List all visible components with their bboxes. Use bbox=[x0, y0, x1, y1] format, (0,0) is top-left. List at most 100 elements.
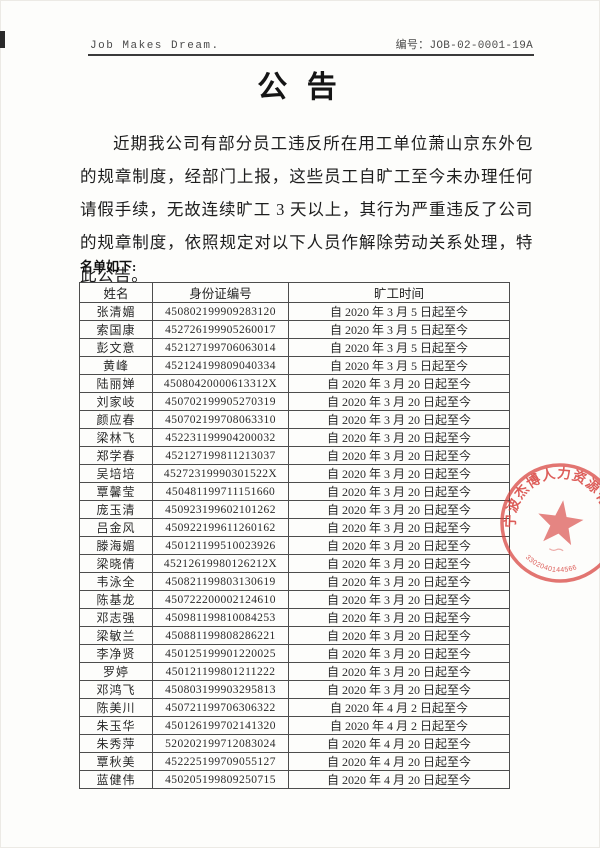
id-cell: 450481199711151660 bbox=[152, 482, 289, 501]
table-row: 李净贤 450125199901220025 自 2020 年 3 月 20 日起至… bbox=[79, 644, 510, 663]
table-row: 韦泳全 450821199803130619 自 2020 年 3 月 20 日起至… bbox=[79, 572, 510, 591]
table-row: 庞玉清 450923199602101262 自 2020 年 3 月 20 日起至… bbox=[79, 500, 510, 519]
time-cell: 自 2020 年 3 月 20 日起至今 bbox=[288, 608, 510, 627]
table-row: 陆丽婵 45080420000613312X 自 2020 年 3 月 20 日起至… bbox=[79, 374, 510, 393]
name-cell: 朱秀萍 bbox=[79, 734, 153, 753]
page-header: Job Makes Dream. 编号：JOB-02-0001-19A bbox=[90, 36, 533, 52]
time-cell: 自 2020 年 4 月 20 日起至今 bbox=[288, 734, 510, 753]
header-divider bbox=[88, 54, 534, 56]
time-cell: 自 2020 年 3 月 20 日起至今 bbox=[288, 644, 510, 663]
id-cell: 450881199808286221 bbox=[152, 626, 289, 645]
id-cell: 450121199510023926 bbox=[152, 536, 289, 555]
time-cell: 自 2020 年 3 月 20 日起至今 bbox=[288, 482, 510, 501]
table-row: 郑学春 452127199811213037 自 2020 年 3 月 20 日起至… bbox=[79, 446, 510, 465]
name-cell: 梁晓倩 bbox=[79, 554, 153, 573]
name-cell: 邓志强 bbox=[79, 608, 153, 627]
id-cell: 452124199809040334 bbox=[152, 356, 289, 375]
seal-star bbox=[538, 500, 584, 546]
table-row: 张清媚 450802199909283120 自 2020 年 3 月 5 日起至今 bbox=[79, 302, 510, 321]
name-cell: 彭文意 bbox=[79, 338, 153, 357]
id-cell: 450702199708063310 bbox=[152, 410, 289, 429]
scan-artifact bbox=[0, 31, 5, 48]
time-cell: 自 2020 年 3 月 20 日起至今 bbox=[288, 590, 510, 609]
id-cell: 450721199706306322 bbox=[152, 698, 289, 717]
table-row: 覃馨莹 450481199711151660 自 2020 年 3 月 20 日起至… bbox=[79, 482, 510, 501]
time-cell: 自 2020 年 3 月 20 日起至今 bbox=[288, 518, 510, 537]
name-cell: 吴培培 bbox=[79, 464, 153, 483]
time-cell: 自 2020 年 4 月 20 日起至今 bbox=[288, 752, 510, 771]
name-cell: 陈基龙 bbox=[79, 590, 153, 609]
id-cell: 450205199809250715 bbox=[152, 770, 289, 789]
header-slogan: Job Makes Dream. bbox=[90, 40, 220, 52]
name-cell: 罗婷 bbox=[79, 662, 153, 681]
time-cell: 自 2020 年 3 月 20 日起至今 bbox=[288, 392, 510, 411]
id-cell: 452127199706063014 bbox=[152, 338, 289, 357]
seal-ring bbox=[500, 463, 600, 583]
table-row: 吕金风 450922199611260162 自 2020 年 3 月 20 日起至… bbox=[79, 518, 510, 537]
id-cell: 450922199611260162 bbox=[152, 518, 289, 537]
id-cell: 450125199901220025 bbox=[152, 644, 289, 663]
roster-table-body: 张清媚 450802199909283120 自 2020 年 3 月 5 日起至今… bbox=[79, 302, 510, 789]
time-cell: 自 2020 年 3 月 20 日起至今 bbox=[288, 680, 510, 699]
table-row: 邓鸿飞 450803199903295813 自 2020 年 3 月 20 日起至… bbox=[79, 680, 510, 699]
name-cell: 庞玉清 bbox=[79, 500, 153, 519]
header-doc-number: 编号：JOB-02-0001-19A bbox=[395, 40, 533, 52]
time-cell: 自 2020 年 3 月 20 日起至今 bbox=[288, 536, 510, 555]
time-cell: 自 2020 年 3 月 20 日起至今 bbox=[288, 662, 510, 681]
time-cell: 自 2020 年 3 月 20 日起至今 bbox=[288, 626, 510, 645]
table-row: 梁林飞 452231199904200032 自 2020 年 3 月 20 日起至… bbox=[79, 428, 510, 447]
id-cell: 452231199904200032 bbox=[152, 428, 289, 447]
table-row: 陈基龙 450722200002124610 自 2020 年 3 月 20 日起至… bbox=[79, 590, 510, 609]
seal-number-text: 3302040144566 bbox=[523, 553, 580, 576]
svg-text:3302040144566: 3302040144566 bbox=[523, 553, 580, 576]
time-cell: 自 2020 年 3 月 20 日起至今 bbox=[288, 374, 510, 393]
column-header-time: 旷工时间 bbox=[288, 282, 510, 303]
id-cell: 452225199709055127 bbox=[152, 752, 289, 771]
table-row: 吴培培 45272319990301522X 自 2020 年 3 月 20 日起至… bbox=[79, 464, 510, 483]
id-cell: 450803199903295813 bbox=[152, 680, 289, 699]
table-row: 朱玉华 450126199702141320 自 2020 年 4 月 2 日起至今 bbox=[79, 716, 510, 735]
name-cell: 韦泳全 bbox=[79, 572, 153, 591]
column-header-id: 身份证编号 bbox=[152, 282, 289, 303]
table-row: 梁晓倩 45212619980126212X 自 2020 年 3 月 20 日起至… bbox=[79, 554, 510, 573]
time-cell: 自 2020 年 3 月 5 日起至今 bbox=[288, 320, 510, 339]
time-cell: 自 2020 年 4 月 2 日起至今 bbox=[288, 698, 510, 717]
time-cell: 自 2020 年 3 月 5 日起至今 bbox=[288, 356, 510, 375]
name-cell: 李净贤 bbox=[79, 644, 153, 663]
id-cell: 450923199602101262 bbox=[152, 500, 289, 519]
name-cell: 刘家岐 bbox=[79, 392, 153, 411]
id-cell: 45272319990301522X bbox=[152, 464, 289, 483]
table-row: 罗婷 450121199801211222 自 2020 年 3 月 20 日起至今 bbox=[79, 662, 510, 681]
table-row: 彭文意 452127199706063014 自 2020 年 3 月 5 日起至今 bbox=[79, 338, 510, 357]
table-row: 黄峰 452124199809040334 自 2020 年 3 月 5 日起至今 bbox=[79, 356, 510, 375]
table-row: 滕海媚 450121199510023926 自 2020 年 3 月 20 日起至… bbox=[79, 536, 510, 555]
table-header-row: 姓名 身份证编号 旷工时间 bbox=[79, 282, 510, 303]
id-cell: 450802199909283120 bbox=[152, 302, 289, 321]
time-cell: 自 2020 年 3 月 20 日起至今 bbox=[288, 572, 510, 591]
id-cell: 452127199811213037 bbox=[152, 446, 289, 465]
seal-decoration bbox=[548, 548, 564, 552]
id-cell: 450722200002124610 bbox=[152, 590, 289, 609]
name-cell: 张清媚 bbox=[79, 302, 153, 321]
id-cell: 450126199702141320 bbox=[152, 716, 289, 735]
name-cell: 梁敏兰 bbox=[79, 626, 153, 645]
table-row: 索国康 452726199905260017 自 2020 年 3 月 5 日起至今 bbox=[79, 320, 510, 339]
list-label: 名单如下: bbox=[80, 259, 137, 274]
time-cell: 自 2020 年 3 月 20 日起至今 bbox=[288, 410, 510, 429]
time-cell: 自 2020 年 4 月 2 日起至今 bbox=[288, 716, 510, 735]
table-row: 蓝健伟 450205199809250715 自 2020 年 4 月 20 日起至… bbox=[79, 770, 510, 789]
name-cell: 吕金风 bbox=[79, 518, 153, 537]
announcement-paragraph: 近期我公司有部分员工违反所在用工单位萧山京东外包的规章制度，经部门上报，这些员工… bbox=[80, 134, 533, 285]
roster-table: 姓名 身份证编号 旷工时间 张清媚 450802199909283120 自 202… bbox=[79, 282, 510, 789]
id-cell: 450981199810084253 bbox=[152, 608, 289, 627]
name-cell: 梁林飞 bbox=[79, 428, 153, 447]
time-cell: 自 2020 年 4 月 20 日起至今 bbox=[288, 770, 510, 789]
time-cell: 自 2020 年 3 月 5 日起至今 bbox=[288, 302, 510, 321]
table-row: 覃秋美 452225199709055127 自 2020 年 4 月 20 日起至… bbox=[79, 752, 510, 771]
name-cell: 滕海媚 bbox=[79, 536, 153, 555]
name-cell: 覃馨莹 bbox=[79, 482, 153, 501]
name-cell: 朱玉华 bbox=[79, 716, 153, 735]
table-row: 颜应春 450702199708063310 自 2020 年 3 月 20 日起至… bbox=[79, 410, 510, 429]
time-cell: 自 2020 年 3 月 20 日起至今 bbox=[288, 554, 510, 573]
